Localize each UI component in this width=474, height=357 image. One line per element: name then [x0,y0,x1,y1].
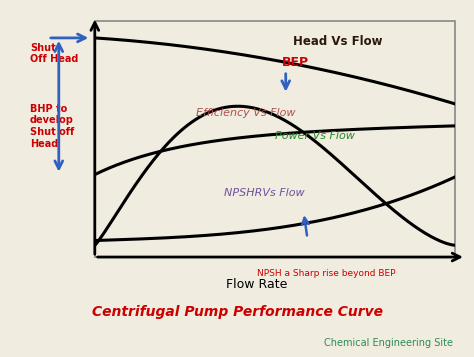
Text: BEP: BEP [282,56,309,69]
Text: Efficiency Vs Flow: Efficiency Vs Flow [196,108,295,118]
Text: Chemical Engineering Site: Chemical Engineering Site [324,338,453,348]
Text: NPSHRVs Flow: NPSHRVs Flow [225,188,305,198]
Text: Shut
Off Head: Shut Off Head [30,42,78,64]
Text: Centrifugal Pump Performance Curve: Centrifugal Pump Performance Curve [91,305,383,319]
Text: Head Vs Flow: Head Vs Flow [293,35,383,48]
Text: Power Vs Flow: Power Vs Flow [275,131,355,141]
Text: NPSH a Sharp rise beyond BEP: NPSH a Sharp rise beyond BEP [257,269,395,278]
Text: Flow Rate: Flow Rate [226,278,288,291]
Text: BHP to
develop
Shut off
Head: BHP to develop Shut off Head [30,104,74,149]
